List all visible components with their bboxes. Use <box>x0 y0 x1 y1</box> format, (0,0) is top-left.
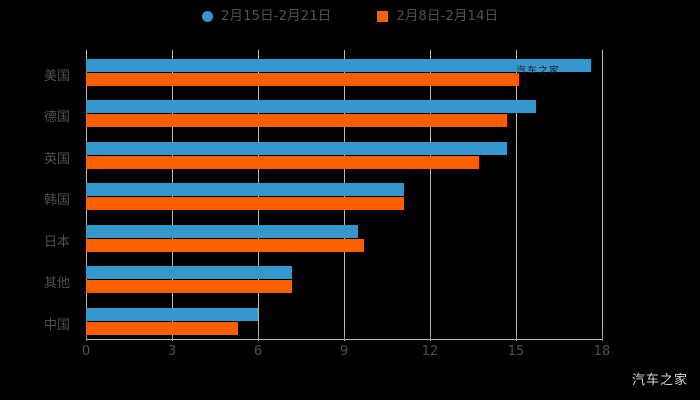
bar[interactable] <box>86 197 405 211</box>
x-tick-label: 12 <box>421 344 439 359</box>
plot-area <box>86 50 603 340</box>
gridline <box>602 50 603 340</box>
x-tick-label: 0 <box>81 344 91 359</box>
bar-group <box>86 141 602 169</box>
y-axis-label: 德国 <box>43 110 70 126</box>
y-axis-label: 美国 <box>43 69 70 84</box>
y-axis-label: 其他 <box>43 276 70 292</box>
bar[interactable] <box>86 224 359 238</box>
bar-group <box>86 307 602 335</box>
bar-group <box>86 183 602 211</box>
x-tick-mark <box>344 335 345 341</box>
bar[interactable] <box>86 59 591 72</box>
x-tick-label: 6 <box>253 344 263 359</box>
x-tick-mark <box>516 335 517 341</box>
x-tick-mark <box>258 335 259 341</box>
bar[interactable] <box>86 307 258 321</box>
watermark-corner: 汽车之家 <box>631 373 688 388</box>
x-tick-mark <box>602 335 603 341</box>
y-axis-labels: 美国德国英国韩国日本其他中国 <box>0 50 78 340</box>
bar[interactable] <box>86 73 519 86</box>
y-axis-label: 韩国 <box>43 193 70 209</box>
bar-group <box>86 59 602 86</box>
chart-legend: 2月15日-2月21日 2月8日-2月14日 <box>0 8 700 24</box>
bar-group <box>86 266 602 294</box>
bar-group <box>86 224 602 252</box>
legend-swatch-series-b <box>377 11 389 23</box>
gridline <box>430 50 431 340</box>
legend-item-series-a[interactable]: 2月15日-2月21日 <box>201 8 332 24</box>
x-tick-label: 9 <box>339 344 349 359</box>
bar[interactable] <box>86 238 365 252</box>
legend-label-series-a: 2月15日-2月21日 <box>220 8 332 24</box>
x-tick-mark <box>172 335 173 341</box>
bar[interactable] <box>86 280 293 294</box>
x-axis-ticks: 0 3 6 9 12 15 18 <box>0 335 700 365</box>
y-axis-label: 中国 <box>43 317 70 333</box>
bar[interactable] <box>86 114 508 128</box>
y-axis-label: 英国 <box>43 151 70 167</box>
gridline <box>516 50 517 340</box>
x-tick-label: 15 <box>507 344 525 359</box>
bar[interactable] <box>86 183 405 197</box>
bar[interactable] <box>86 266 293 280</box>
bar[interactable] <box>86 100 537 114</box>
x-tick-label: 3 <box>167 344 177 359</box>
legend-swatch-series-a <box>201 11 213 23</box>
x-tick-label: 18 <box>593 344 611 359</box>
legend-label-series-b: 2月8日-2月14日 <box>396 8 499 24</box>
bar[interactable] <box>86 155 479 169</box>
bar-group <box>86 100 602 128</box>
legend-item-series-b[interactable]: 2月8日-2月14日 <box>377 8 499 24</box>
y-axis-label: 日本 <box>43 234 70 250</box>
x-tick-mark <box>430 335 431 341</box>
bar[interactable] <box>86 321 238 335</box>
bar[interactable] <box>86 141 508 155</box>
x-tick-mark <box>86 335 87 341</box>
